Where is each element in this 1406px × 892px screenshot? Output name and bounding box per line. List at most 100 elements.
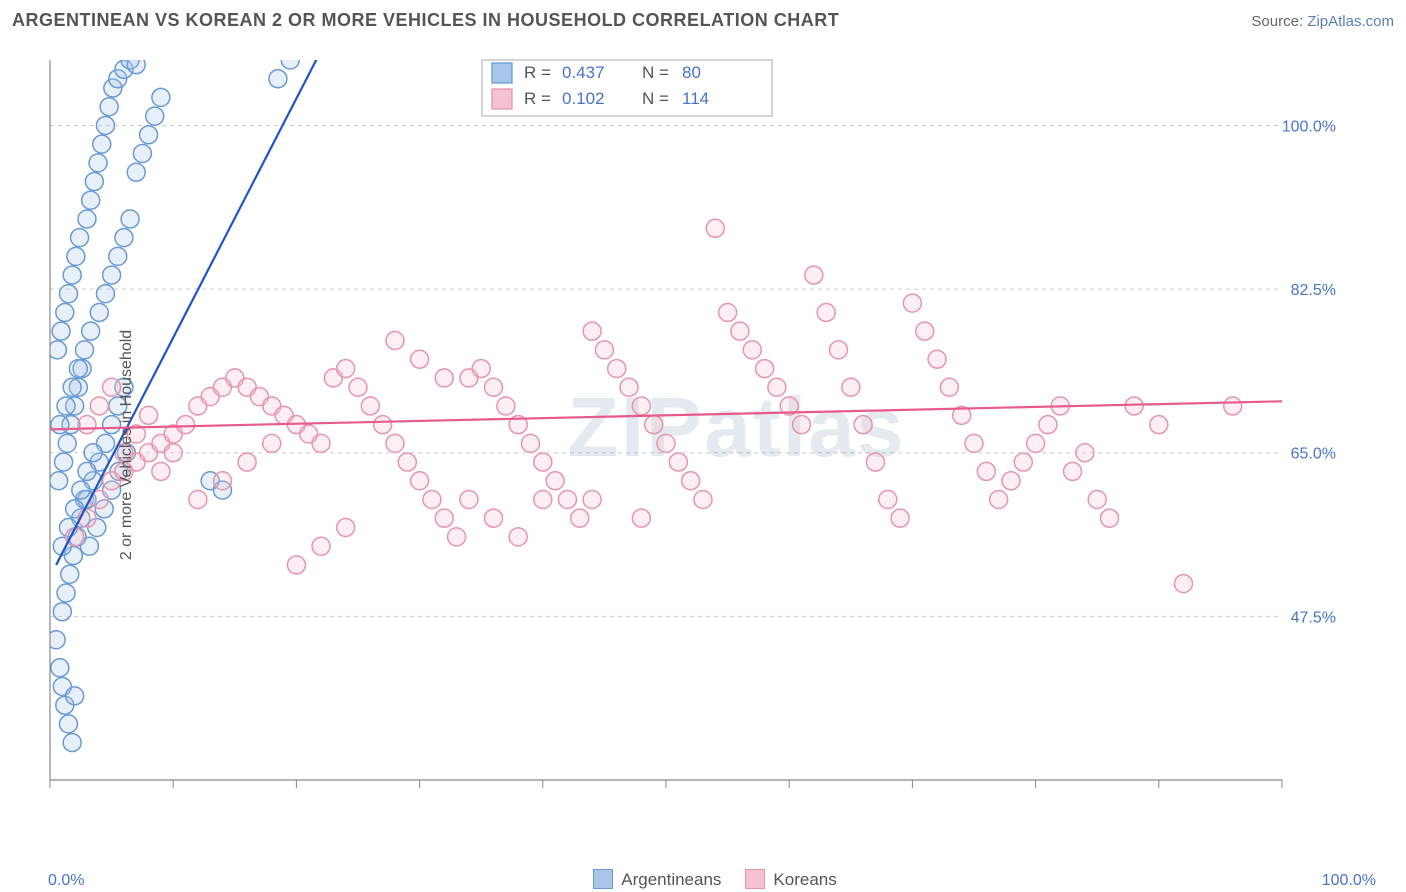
data-point: [632, 397, 650, 415]
data-point: [127, 56, 145, 74]
data-point: [140, 406, 158, 424]
data-point: [59, 715, 77, 733]
data-point: [263, 434, 281, 452]
data-point: [189, 490, 207, 508]
data-point: [58, 434, 76, 452]
data-point: [632, 509, 650, 527]
stat-r-label: R =: [524, 63, 551, 82]
stat-n-value: 114: [682, 89, 709, 108]
data-point: [719, 303, 737, 321]
data-point: [164, 444, 182, 462]
data-point: [448, 528, 466, 546]
data-point: [69, 360, 87, 378]
data-point: [63, 266, 81, 284]
data-point: [1125, 397, 1143, 415]
data-point: [1002, 472, 1020, 490]
data-point: [546, 472, 564, 490]
data-point: [571, 509, 589, 527]
data-point: [55, 453, 73, 471]
data-point: [977, 462, 995, 480]
data-point: [349, 378, 367, 396]
data-point: [71, 229, 89, 247]
data-point: [842, 378, 860, 396]
data-point: [121, 210, 139, 228]
data-point: [85, 173, 103, 191]
data-point: [805, 266, 823, 284]
data-point: [583, 490, 601, 508]
stat-n-label: N =: [642, 89, 669, 108]
data-point: [756, 360, 774, 378]
data-point: [78, 462, 96, 480]
data-point: [312, 434, 330, 452]
data-point: [435, 509, 453, 527]
data-point: [1064, 462, 1082, 480]
data-point: [891, 509, 909, 527]
data-point: [595, 341, 613, 359]
data-point: [460, 490, 478, 508]
data-point: [1076, 444, 1094, 462]
y-tick-label: 47.5%: [1291, 609, 1336, 626]
data-point: [103, 266, 121, 284]
plot-area: 2 or more Vehicles in Household 47.5%65.…: [42, 50, 1392, 840]
data-point: [682, 472, 700, 490]
data-point: [152, 88, 170, 106]
stat-r-value: 0.437: [562, 63, 605, 82]
stat-r-value: 0.102: [562, 89, 605, 108]
data-point: [940, 378, 958, 396]
data-point: [59, 285, 77, 303]
data-point: [1027, 434, 1045, 452]
legend-label: Koreans: [773, 870, 836, 889]
data-point: [903, 294, 921, 312]
stat-r-label: R =: [524, 89, 551, 108]
legend-swatch: [492, 89, 512, 109]
data-point: [78, 416, 96, 434]
data-point: [534, 453, 552, 471]
source-link[interactable]: ZipAtlas.com: [1307, 13, 1394, 30]
legend-label: Argentineans: [621, 870, 721, 889]
data-point: [534, 490, 552, 508]
data-point: [269, 70, 287, 88]
data-point: [731, 322, 749, 340]
data-point: [472, 360, 490, 378]
data-point: [386, 332, 404, 350]
data-point: [90, 397, 108, 415]
scatter-chart: 47.5%65.0%82.5%100.0%ZIPatlasR =0.437N =…: [42, 50, 1342, 800]
data-point: [657, 434, 675, 452]
data-point: [281, 51, 299, 69]
legend-swatch: [745, 869, 765, 889]
data-point: [866, 453, 884, 471]
data-point: [485, 509, 503, 527]
data-point: [1101, 509, 1119, 527]
data-point: [72, 481, 90, 499]
legend-swatch: [492, 63, 512, 83]
data-point: [287, 556, 305, 574]
data-point: [916, 322, 934, 340]
data-point: [398, 453, 416, 471]
data-point: [93, 135, 111, 153]
data-point: [768, 378, 786, 396]
data-point: [96, 116, 114, 134]
data-point: [337, 519, 355, 537]
data-point: [706, 219, 724, 237]
data-point: [51, 416, 69, 434]
data-point: [521, 434, 539, 452]
data-point: [1174, 575, 1192, 593]
data-point: [51, 659, 69, 677]
header: ARGENTINEAN VS KOREAN 2 OR MORE VEHICLES…: [12, 10, 1394, 31]
bottom-legend: Argentineans Koreans: [0, 869, 1406, 890]
data-point: [67, 247, 85, 265]
data-point: [879, 490, 897, 508]
data-point: [57, 397, 75, 415]
data-point: [1224, 397, 1242, 415]
data-point: [52, 322, 70, 340]
data-point: [485, 378, 503, 396]
data-point: [140, 126, 158, 144]
data-point: [509, 528, 527, 546]
data-point: [63, 734, 81, 752]
data-point: [50, 472, 68, 490]
data-point: [1039, 416, 1057, 434]
data-point: [694, 490, 712, 508]
data-point: [361, 397, 379, 415]
data-point: [48, 341, 66, 359]
data-point: [374, 416, 392, 434]
